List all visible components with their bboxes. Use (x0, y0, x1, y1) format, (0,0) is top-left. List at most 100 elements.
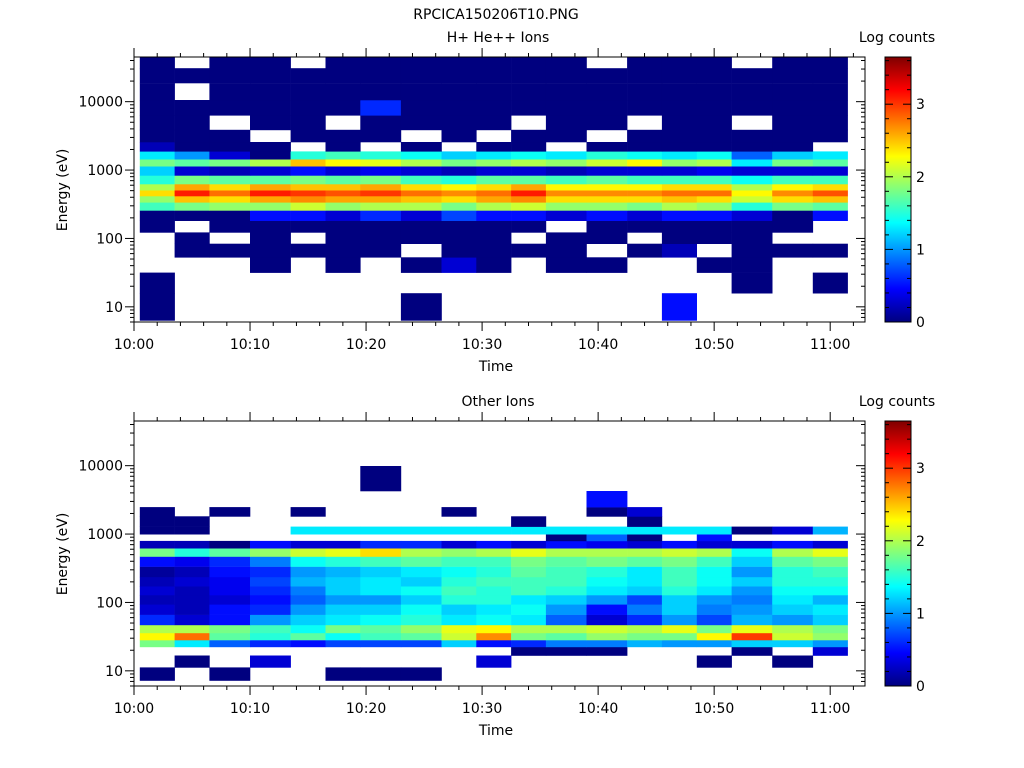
heatmap-cell (209, 159, 251, 167)
heatmap-cell (731, 184, 773, 191)
heatmap-cell (696, 534, 732, 542)
heatmap-cell (209, 548, 251, 557)
heatmap-cell (400, 151, 442, 160)
heatmap-cell (290, 243, 326, 258)
heatmap-cell (290, 633, 326, 641)
heatmap-cell (812, 115, 848, 131)
heatmap-cell (627, 516, 663, 527)
heatmap-cell (627, 633, 663, 641)
y-tick-label: 100 (96, 231, 123, 247)
heatmap-cell (325, 667, 361, 681)
heatmap-cell (511, 68, 547, 84)
heatmap-cell (209, 57, 251, 69)
heatmap-cell (812, 586, 848, 596)
colorbar-ticks: 0 1 2 3 (885, 424, 925, 695)
heatmap-cell (250, 220, 291, 233)
heatmap-cell (772, 129, 814, 143)
heatmap-cell (400, 548, 442, 557)
heatmap-cell (174, 232, 210, 244)
heatmap-cell (476, 232, 512, 244)
heatmap-cell (441, 115, 477, 131)
heatmap-cell (174, 595, 210, 605)
heatmap-cell (209, 243, 251, 258)
heatmap-cell (290, 526, 326, 535)
heatmap-cell (586, 196, 628, 203)
heatmap-cell (250, 159, 291, 167)
x-tick-label: 10:10 (230, 337, 270, 353)
heatmap-cell (360, 220, 402, 233)
heatmap-cell (511, 100, 547, 116)
x-axis-label: Time (478, 359, 513, 375)
heatmap-cell (360, 202, 402, 211)
heatmap-cell (511, 159, 547, 167)
heatmap-cell (772, 151, 814, 160)
heatmap-cell (209, 83, 251, 101)
heatmap-cell (696, 540, 732, 549)
heatmap-cell (476, 257, 512, 273)
heatmap-cell (476, 115, 512, 131)
heatmap-cell (661, 100, 697, 116)
heatmap-cell (511, 57, 547, 69)
heatmap-cell (545, 548, 587, 557)
heatmap-cell (209, 151, 251, 160)
heatmap-cell (400, 115, 442, 131)
heatmap-cell (441, 159, 477, 167)
x-axis: 10:00 10:10 10:20 10:30 10:40 10:50 11:00 (114, 48, 854, 353)
heatmap-cell (772, 57, 814, 69)
heatmap-cell (661, 159, 697, 167)
heatmap-cell (360, 548, 402, 557)
heatmap-cell (696, 83, 732, 101)
heatmap-cell (400, 190, 442, 197)
heatmap-cell (812, 202, 848, 211)
heatmap-cell (139, 566, 175, 578)
heatmap-cell (360, 151, 402, 160)
heatmap-cell (174, 604, 210, 615)
heatmap-cell (139, 83, 175, 101)
heatmap-cell (400, 175, 442, 185)
heatmap-cell (290, 159, 326, 167)
heatmap-cell (441, 633, 477, 641)
heatmap-cell (696, 633, 732, 641)
heatmap-cell (441, 624, 477, 634)
heatmap-cell (209, 210, 251, 221)
heatmap-cell (209, 196, 251, 203)
heatmap-cell (209, 604, 251, 615)
heatmap-cell (325, 159, 361, 167)
heatmap-cell (772, 115, 814, 131)
heatmap-cell (731, 272, 773, 294)
panel-title: H+ He++ Ions (447, 30, 550, 46)
heatmap-cell (360, 667, 402, 681)
heatmap-cell (545, 639, 587, 648)
heatmap-cell (731, 556, 773, 567)
heatmap-cell (139, 175, 175, 185)
x-tick-label: 10:30 (462, 701, 502, 717)
heatmap-cell (290, 210, 326, 221)
heatmap-cell (325, 639, 361, 648)
heatmap-cell (627, 175, 663, 185)
heatmap-cell (139, 142, 175, 152)
heatmap-cell (325, 175, 361, 185)
heatmap-cell (627, 526, 663, 535)
heatmap-cell (250, 576, 291, 587)
heatmap-cell (772, 166, 814, 176)
heatmap-cell (250, 190, 291, 197)
heatmap-cell (696, 166, 732, 176)
heatmap-cell (250, 257, 291, 273)
heatmap-cell (511, 243, 547, 258)
heatmap-cell (174, 196, 210, 203)
heatmap-cell (174, 210, 210, 221)
heatmap-cell (511, 646, 547, 656)
heatmap-cell (325, 100, 361, 116)
heatmap-cell (511, 184, 547, 191)
heatmap-cell (812, 614, 848, 626)
heatmap-cell (290, 115, 326, 131)
heatmap-cell (511, 556, 547, 567)
heatmap-cell (139, 667, 175, 681)
heatmap-cell (772, 159, 814, 167)
heatmap-cell (290, 202, 326, 211)
heatmap-cell (772, 184, 814, 191)
colorbar-tick-label: 2 (916, 534, 925, 550)
heatmap-cell (290, 556, 326, 567)
heatmap-cell (812, 100, 848, 116)
heatmap-cell (400, 633, 442, 641)
